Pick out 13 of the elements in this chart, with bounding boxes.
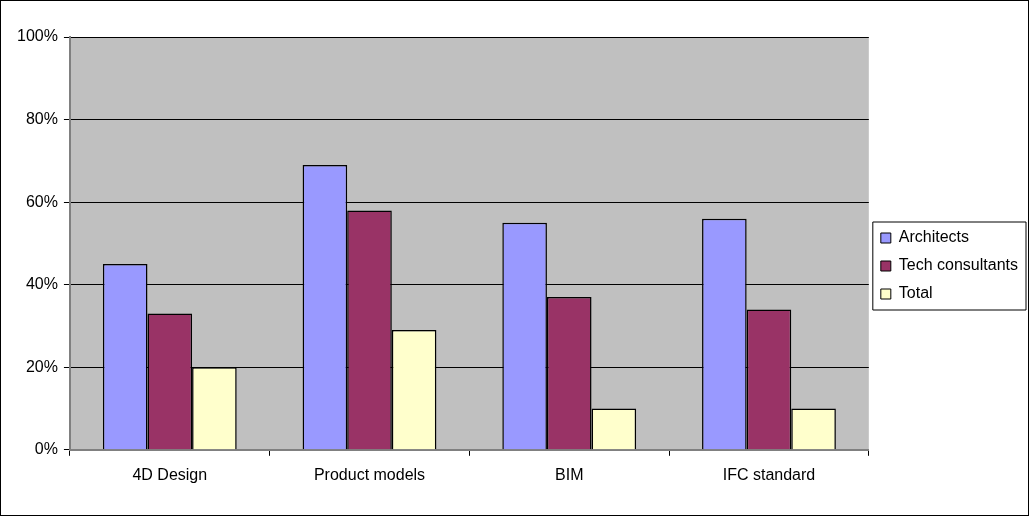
y-tick-label: 100% [17,27,58,45]
x-tick-label: Product models [313,465,426,483]
x-tick-label: 4D Design [132,465,208,483]
x-tick-label: IFC standard [722,465,816,483]
y-tick-label: 20% [25,357,58,375]
y-tick-label: 80% [25,109,58,127]
y-tick-label: 60% [25,192,58,210]
y-tick-label: 0% [34,440,58,458]
y-tick-label: 40% [25,275,58,293]
x-tick-label: BIM [555,465,584,483]
legend-label: Tech consultants [898,256,1019,274]
legend-label: Architects [898,228,970,246]
legend-label: Total [898,284,933,302]
